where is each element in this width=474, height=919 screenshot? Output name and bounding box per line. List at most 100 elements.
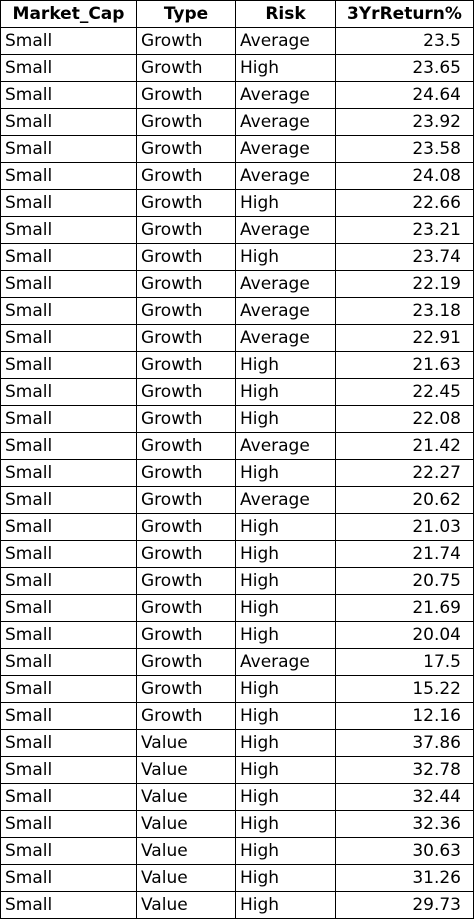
cell-type: Value xyxy=(136,783,236,811)
cell-type: Growth xyxy=(136,513,236,541)
cell-market-cap: Small xyxy=(0,351,137,379)
table-row: Small Value High 32.44 xyxy=(0,783,474,811)
cell-type: Growth xyxy=(136,243,236,271)
cell-market-cap: Small xyxy=(0,54,137,82)
cell-market-cap: Small xyxy=(0,783,137,811)
cell-type: Growth xyxy=(136,486,236,514)
cell-risk: High xyxy=(235,675,336,703)
table-row: Small Growth Average 23.58 xyxy=(0,135,474,163)
table-row: Small Value High 32.78 xyxy=(0,756,474,784)
table-row: Small Value High 37.86 xyxy=(0,729,474,757)
table-row: Small Value High 31.26 xyxy=(0,864,474,892)
cell-market-cap: Small xyxy=(0,648,137,676)
cell-market-cap: Small xyxy=(0,324,137,352)
table-row: Small Growth Average 22.19 xyxy=(0,270,474,298)
cell-risk: High xyxy=(235,54,336,82)
cell-3yr-return: 22.91 xyxy=(335,324,474,352)
cell-3yr-return: 21.42 xyxy=(335,432,474,460)
cell-type: Growth xyxy=(136,621,236,649)
cell-3yr-return: 22.27 xyxy=(335,459,474,487)
cell-type: Growth xyxy=(136,594,236,622)
cell-type: Growth xyxy=(136,567,236,595)
cell-risk: Average xyxy=(235,135,336,163)
cell-3yr-return: 21.63 xyxy=(335,351,474,379)
cell-risk: Average xyxy=(235,108,336,136)
cell-3yr-return: 32.44 xyxy=(335,783,474,811)
cell-type: Growth xyxy=(136,432,236,460)
cell-3yr-return: 23.21 xyxy=(335,216,474,244)
cell-3yr-return: 23.92 xyxy=(335,108,474,136)
header-3yr-return: 3YrReturn% xyxy=(335,0,474,28)
cell-3yr-return: 21.69 xyxy=(335,594,474,622)
cell-3yr-return: 32.78 xyxy=(335,756,474,784)
cell-market-cap: Small xyxy=(0,135,137,163)
table-row: Small Growth Average 24.08 xyxy=(0,162,474,190)
cell-type: Growth xyxy=(136,216,236,244)
table-row: Small Growth High 22.27 xyxy=(0,459,474,487)
cell-type: Growth xyxy=(136,81,236,109)
table-row: Small Growth Average 17.5 xyxy=(0,648,474,676)
cell-3yr-return: 23.18 xyxy=(335,297,474,325)
table-row: Small Growth High 21.63 xyxy=(0,351,474,379)
cell-market-cap: Small xyxy=(0,297,137,325)
cell-risk: High xyxy=(235,729,336,757)
table-row: Small Growth High 22.08 xyxy=(0,405,474,433)
cell-risk: High xyxy=(235,756,336,784)
cell-3yr-return: 12.16 xyxy=(335,702,474,730)
cell-3yr-return: 31.26 xyxy=(335,864,474,892)
cell-3yr-return: 30.63 xyxy=(335,837,474,865)
cell-market-cap: Small xyxy=(0,810,137,838)
cell-market-cap: Small xyxy=(0,594,137,622)
cell-type: Value xyxy=(136,864,236,892)
cell-3yr-return: 23.58 xyxy=(335,135,474,163)
cell-risk: High xyxy=(235,621,336,649)
cell-market-cap: Small xyxy=(0,513,137,541)
cell-type: Growth xyxy=(136,324,236,352)
cell-type: Growth xyxy=(136,135,236,163)
cell-type: Growth xyxy=(136,702,236,730)
cell-market-cap: Small xyxy=(0,891,137,919)
cell-risk: Average xyxy=(235,432,336,460)
table-row: Small Growth High 22.45 xyxy=(0,378,474,406)
cell-3yr-return: 22.08 xyxy=(335,405,474,433)
cell-risk: High xyxy=(235,810,336,838)
cell-market-cap: Small xyxy=(0,270,137,298)
table-row: Small Growth High 23.74 xyxy=(0,243,474,271)
table-row: Small Value High 29.73 xyxy=(0,891,474,919)
table-row: Small Growth High 21.74 xyxy=(0,540,474,568)
cell-type: Value xyxy=(136,756,236,784)
cell-3yr-return: 37.86 xyxy=(335,729,474,757)
cell-risk: High xyxy=(235,189,336,217)
cell-type: Value xyxy=(136,891,236,919)
header-market-cap: Market_Cap xyxy=(0,0,137,28)
cell-type: Growth xyxy=(136,378,236,406)
cell-risk: Average xyxy=(235,162,336,190)
cell-market-cap: Small xyxy=(0,189,137,217)
table-row: Small Growth High 22.66 xyxy=(0,189,474,217)
cell-market-cap: Small xyxy=(0,81,137,109)
cell-risk: High xyxy=(235,513,336,541)
cell-market-cap: Small xyxy=(0,837,137,865)
cell-market-cap: Small xyxy=(0,378,137,406)
cell-risk: High xyxy=(235,594,336,622)
cell-risk: High xyxy=(235,891,336,919)
table-row: Small Growth High 23.65 xyxy=(0,54,474,82)
cell-risk: Average xyxy=(235,216,336,244)
cell-market-cap: Small xyxy=(0,243,137,271)
cell-risk: High xyxy=(235,405,336,433)
cell-risk: High xyxy=(235,864,336,892)
table-row: Small Growth High 20.75 xyxy=(0,567,474,595)
cell-market-cap: Small xyxy=(0,486,137,514)
cell-market-cap: Small xyxy=(0,108,137,136)
cell-market-cap: Small xyxy=(0,459,137,487)
cell-3yr-return: 20.62 xyxy=(335,486,474,514)
table-row: Small Growth Average 24.64 xyxy=(0,81,474,109)
cell-risk: High xyxy=(235,702,336,730)
cell-type: Growth xyxy=(136,189,236,217)
cell-risk: Average xyxy=(235,81,336,109)
cell-type: Growth xyxy=(136,162,236,190)
cell-risk: High xyxy=(235,567,336,595)
cell-risk: Average xyxy=(235,297,336,325)
table-body: Small Growth Average 23.5 Small Growth High 23.… xyxy=(0,27,474,919)
